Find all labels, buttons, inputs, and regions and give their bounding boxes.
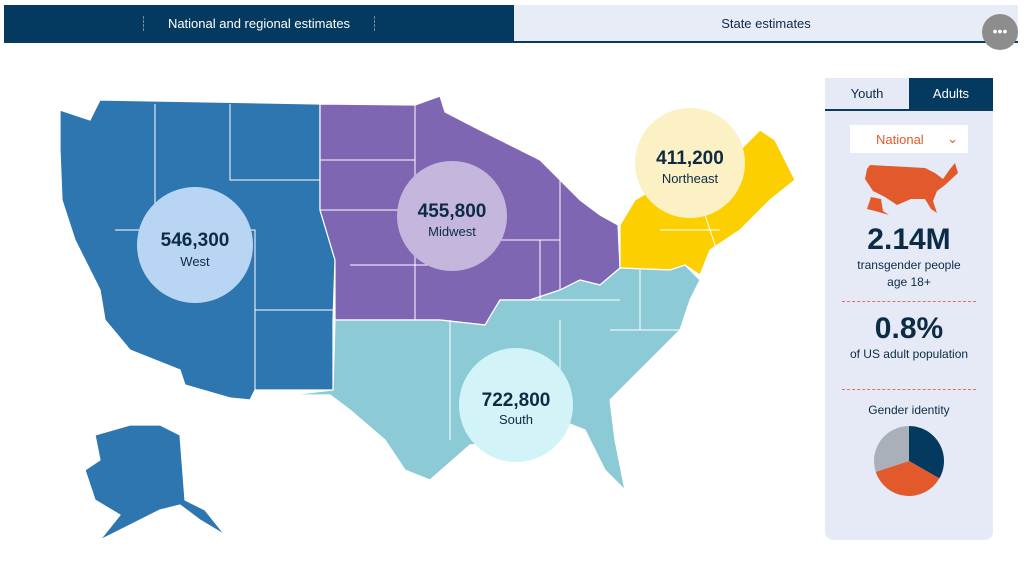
us-map-icon [865,163,958,215]
region-badge-midwest: 455,800 Midwest [397,161,507,271]
region-name: Northeast [662,171,719,186]
tab-adults[interactable]: Adults [909,78,993,109]
region-badge-northeast: 411,200 Northeast [635,108,745,218]
total-label-line2: age 18+ [887,275,931,289]
tab-state[interactable]: State estimates [514,5,1018,41]
total-count: 2.14M [867,223,951,256]
tab-label: National and regional estimates [142,15,376,31]
region-name: South [499,412,533,427]
region-value: 546,300 [161,230,230,251]
region-select-value: National [876,131,924,147]
pie-title: Gender identity [868,403,950,417]
tab-youth[interactable]: Youth [850,86,884,101]
pie-slice-navy[interactable] [909,426,944,479]
chevron-down-icon: ⌄ [947,131,958,146]
gender-identity-pie [874,426,944,496]
age-group-tabs: Youth Adults [825,78,993,111]
region-name: Midwest [428,224,476,239]
region-select[interactable]: National ⌄ [850,125,968,153]
percent-label: of US adult population [849,347,969,361]
region-value: 722,800 [482,390,551,411]
region-value: 411,200 [656,148,724,169]
region-badge-south: 722,800 South [459,348,573,462]
summary-panel: Youth Adults National ⌄ 2.14M transgender… [825,78,993,540]
pie-slice-orange[interactable] [875,461,940,496]
region-value: 455,800 [418,201,487,222]
region-name: West [180,254,210,269]
percent-value: 0.8% [874,312,944,345]
tab-national-regional[interactable]: National and regional estimates [4,5,514,41]
more-options-button[interactable]: ••• [982,14,1018,50]
us-region-map: 546,300 West 455,800 Midwest 411,200 Nor… [59,95,796,541]
divider [842,389,976,390]
total-label-line1: transgender people [857,258,961,272]
region-badge-west: 546,300 West [137,187,253,303]
divider [842,301,976,302]
alaska[interactable] [84,424,226,541]
tab-label: State estimates [721,15,811,31]
view-tabs: National and regional estimates State es… [4,5,1018,43]
pie-slice-gray[interactable] [874,426,909,472]
